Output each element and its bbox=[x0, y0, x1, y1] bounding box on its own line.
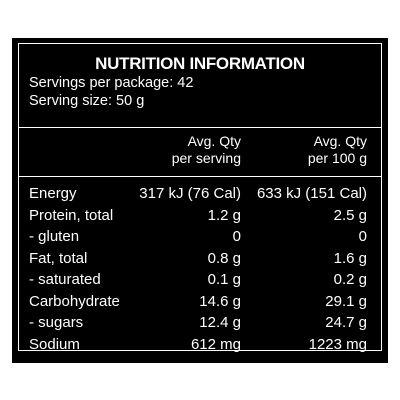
value-per-serving: 612 mg bbox=[190, 335, 241, 353]
header-per-serving: Avg. Qty per serving bbox=[172, 133, 241, 167]
value-per-100g: 2.5 g bbox=[333, 206, 367, 224]
nutrient-rows: Energy 317 kJ (76 Cal) 633 kJ (151 Cal) … bbox=[19, 183, 381, 355]
value-per-serving: 0.8 g bbox=[207, 249, 241, 267]
column-header: Avg. Qty per serving Avg. Qty per 100 g bbox=[19, 130, 381, 174]
nutrient-name: Sodium bbox=[29, 335, 80, 353]
nutrient-name: Carbohydrate bbox=[29, 292, 120, 310]
value-per-serving: 1.2 g bbox=[207, 206, 241, 224]
value-per-serving: 317 kJ (76 Cal) bbox=[139, 185, 241, 202]
nutrient-name: Protein, total bbox=[29, 206, 114, 224]
divider-top bbox=[19, 127, 381, 128]
nutrient-name: - gluten bbox=[29, 228, 80, 245]
table-row: Protein, total 1.2 g 2.5 g bbox=[19, 205, 381, 227]
header-per-100g: Avg. Qty per 100 g bbox=[308, 133, 367, 167]
header-per-100g-line2: per 100 g bbox=[307, 150, 367, 166]
table-row: - sugars 12.4 g 24.7 g bbox=[19, 312, 381, 334]
table-row: - saturated 0.1 g 0.2 g bbox=[19, 269, 381, 291]
value-per-serving: 12.4 g bbox=[199, 314, 241, 331]
value-per-100g: 1223 mg bbox=[308, 335, 367, 353]
header-per-100g-line1: Avg. Qty bbox=[313, 133, 367, 149]
value-per-100g: 24.7 g bbox=[325, 314, 367, 331]
value-per-100g: 0 bbox=[358, 228, 367, 245]
table-row: Carbohydrate 14.6 g 29.1 g bbox=[19, 291, 381, 313]
divider-header bbox=[19, 176, 381, 177]
value-per-serving: 0.1 g bbox=[207, 271, 241, 288]
serving-size: Serving size: 50 g bbox=[29, 93, 145, 109]
table-row: Fat, total 0.8 g 1.6 g bbox=[19, 248, 381, 270]
value-per-100g: 29.1 g bbox=[325, 292, 367, 310]
table-row: - gluten 0 0 bbox=[19, 226, 381, 248]
value-per-100g: 633 kJ (151 Cal) bbox=[256, 185, 367, 202]
nutrient-name: - sugars bbox=[29, 314, 84, 331]
nutrient-name: Energy bbox=[29, 185, 77, 202]
nutrient-name: - saturated bbox=[29, 271, 101, 288]
nutrient-name: Fat, total bbox=[29, 249, 88, 267]
nutrition-panel: NUTRITION INFORMATION Servings per packa… bbox=[12, 38, 388, 363]
header-per-serving-line1: Avg. Qty bbox=[187, 133, 241, 149]
header-per-serving-line2: per serving bbox=[171, 150, 241, 166]
value-per-serving: 14.6 g bbox=[199, 292, 241, 310]
table-row: Energy 317 kJ (76 Cal) 633 kJ (151 Cal) bbox=[19, 183, 381, 205]
servings-per-package: Servings per package: 42 bbox=[29, 75, 194, 91]
panel-title: NUTRITION INFORMATION bbox=[95, 54, 305, 73]
nutrition-frame: NUTRITION INFORMATION Servings per packa… bbox=[18, 43, 382, 353]
value-per-100g: 0.2 g bbox=[333, 271, 367, 288]
value-per-serving: 0 bbox=[232, 228, 241, 245]
table-row: Sodium 612 mg 1223 mg bbox=[19, 334, 381, 356]
value-per-100g: 1.6 g bbox=[333, 249, 367, 267]
